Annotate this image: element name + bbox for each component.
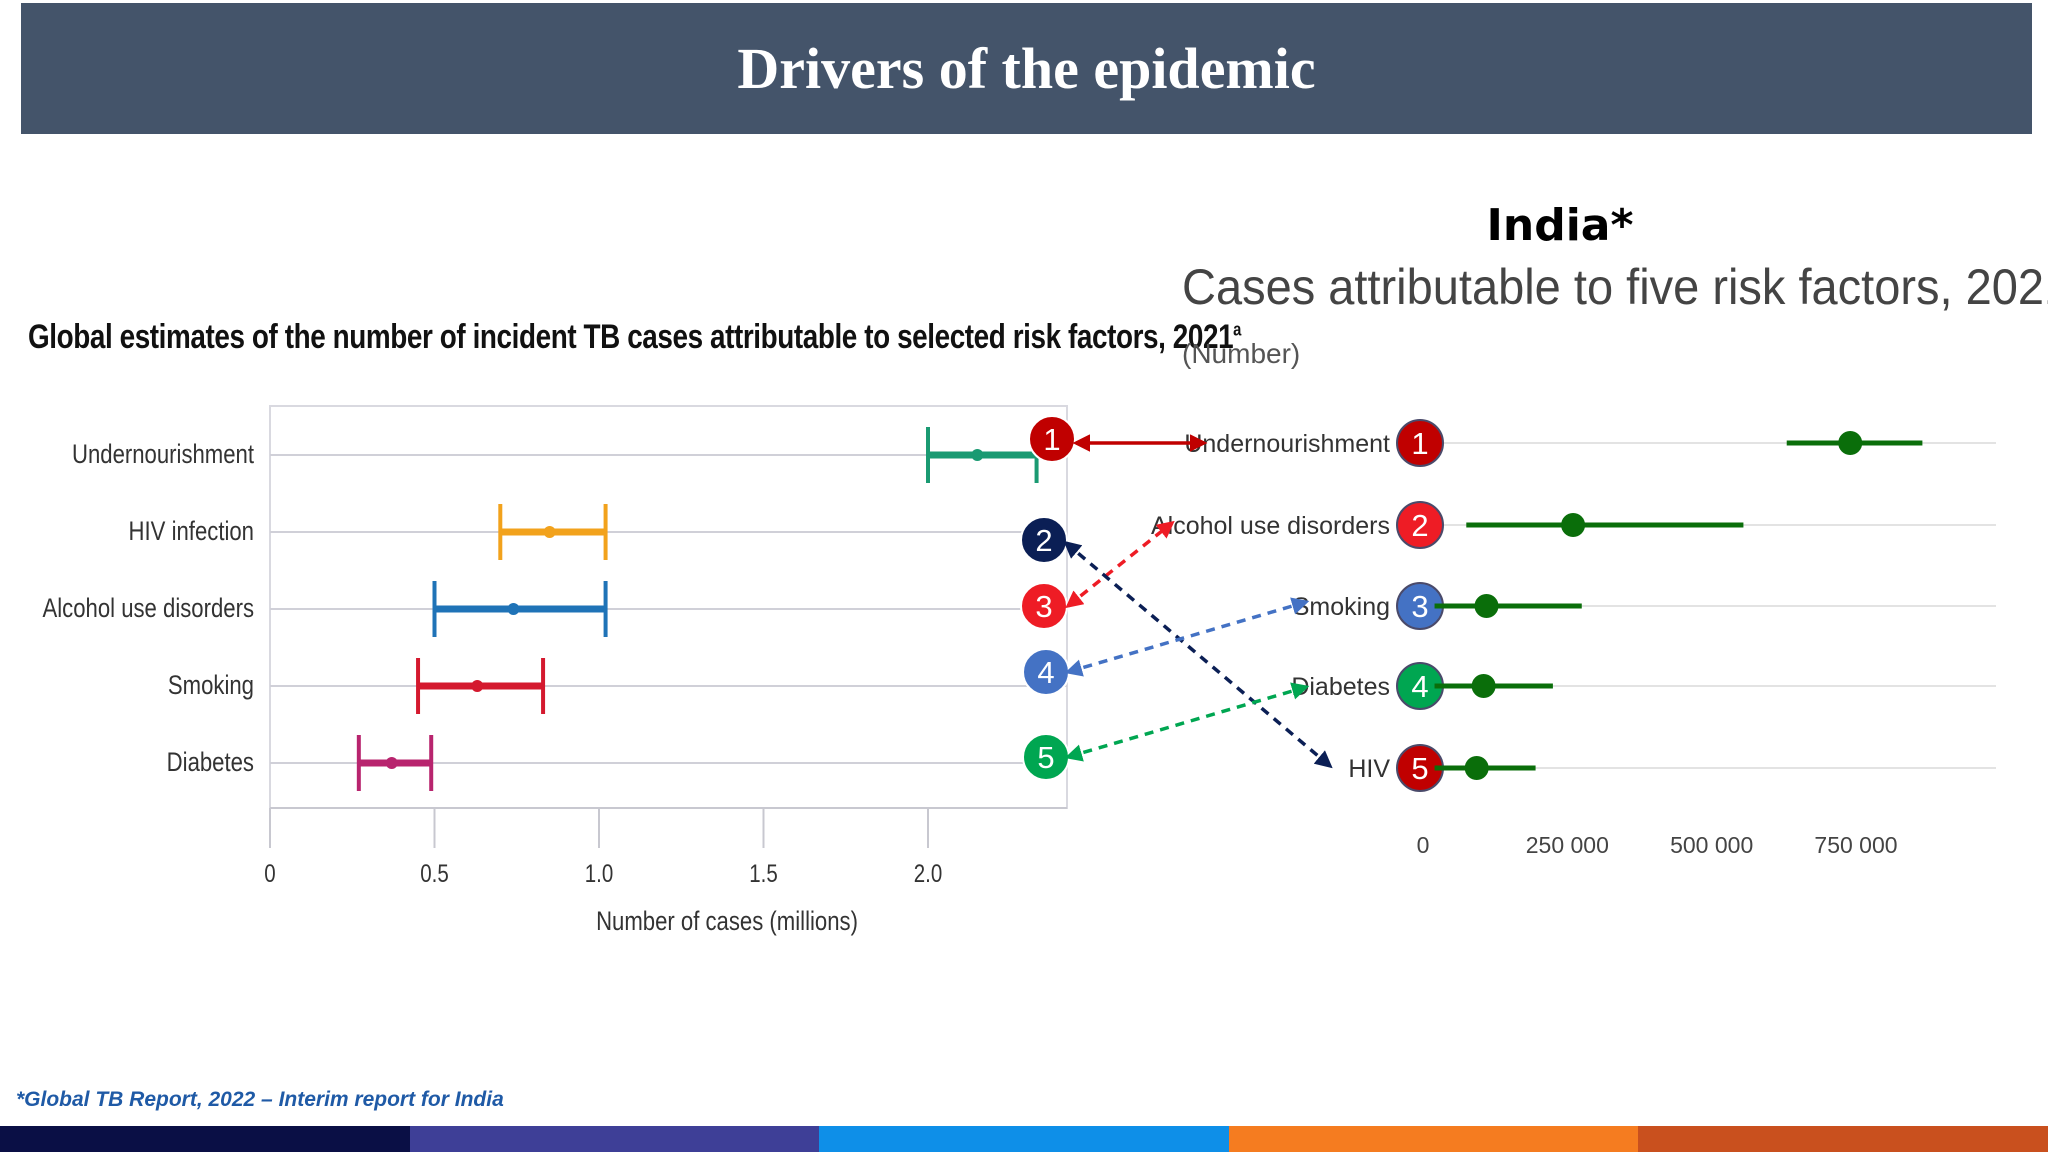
- global-point-estimate: [471, 680, 484, 692]
- india-rank-badge-label: 2: [1411, 508, 1428, 543]
- header-banner: Drivers of the epidemic: [21, 3, 2032, 134]
- global-point-estimate: [385, 757, 398, 769]
- footer-color-segment: [1228, 1126, 1640, 1152]
- global-row-label: Alcohol use disorders: [42, 594, 254, 624]
- footer-color-segment: [819, 1126, 1230, 1152]
- india-row-label: Smoking: [1293, 593, 1390, 621]
- global-chart-title-sup: a: [1233, 319, 1241, 340]
- page-title: Drivers of the epidemic: [737, 36, 1316, 101]
- global-x-tick-label: 0: [264, 859, 275, 887]
- india-rank-badge-label: 3: [1411, 589, 1428, 624]
- india-rank-badge: [1396, 501, 1444, 549]
- footer-color-segment: [1638, 1126, 2048, 1152]
- global-rank-badge-label: 4: [1037, 655, 1054, 690]
- global-point-estimate: [543, 526, 556, 538]
- india-point-estimate: [1561, 513, 1586, 537]
- india-rank-badge-label: 1: [1411, 426, 1428, 461]
- india-x-tick-label: 750 000: [1814, 832, 1897, 858]
- global-chart-title-text: Global estimates of the number of incide…: [28, 318, 1234, 356]
- global-x-tick-label: 1.0: [585, 859, 613, 887]
- global-x-axis-label: Number of cases (millions): [596, 907, 858, 937]
- global-rank-badge-label: 5: [1037, 740, 1054, 775]
- india-x-tick-label: 250 000: [1526, 832, 1609, 858]
- india-x-tick-label: 0: [1417, 832, 1430, 858]
- global-rank-badge-label: 2: [1035, 523, 1052, 558]
- india-row-label: Alcohol use disorders: [1151, 512, 1390, 540]
- footer-color-segment: [0, 1126, 411, 1152]
- india-point-estimate: [1474, 594, 1499, 618]
- connector-arrow: [1065, 520, 1175, 609]
- global-plot-frame: [269, 405, 1068, 809]
- india-row-label: HIV: [1348, 755, 1390, 783]
- india-rank-badge-label: 5: [1411, 751, 1428, 786]
- footnote: *Global TB Report, 2022 – Interim report…: [16, 1088, 504, 1111]
- connector-arrow: [1064, 597, 1310, 677]
- india-label: India*: [1486, 200, 1634, 251]
- connector-arrow: [1063, 540, 1333, 769]
- india-row-label: Diabetes: [1291, 673, 1390, 701]
- connector-arrow: [1064, 682, 1310, 762]
- india-rank-badge-label: 4: [1411, 669, 1428, 704]
- global-row-label: Diabetes: [167, 748, 254, 778]
- india-point-estimate: [1464, 756, 1489, 780]
- global-chart-title: Global estimates of the number of incide…: [28, 318, 1241, 357]
- india-point-estimate: [1471, 674, 1496, 698]
- india-x-tick-label: 500 000: [1670, 832, 1753, 858]
- india-chart-title: Cases attributable to five risk factors,…: [1182, 259, 2048, 315]
- global-row-label: HIV infection: [129, 517, 254, 547]
- global-x-tick-label: 0.5: [420, 859, 448, 887]
- global-row-label: Smoking: [168, 671, 254, 701]
- global-rank-badge-label: 3: [1035, 589, 1052, 624]
- india-point-estimate: [1838, 431, 1863, 455]
- global-rank-badge-label: 1: [1043, 422, 1060, 457]
- global-point-estimate: [507, 603, 520, 615]
- global-x-tick-label: 2.0: [914, 859, 942, 887]
- india-rank-badge: [1396, 419, 1444, 467]
- footer-color-segment: [409, 1126, 821, 1152]
- global-point-estimate: [971, 449, 984, 461]
- global-row-label: Undernourishment: [72, 440, 254, 470]
- india-chart-subtitle: (Number): [1182, 338, 1301, 369]
- india-row-label: Undernourishment: [1184, 430, 1390, 458]
- global-x-tick-label: 1.5: [749, 859, 777, 887]
